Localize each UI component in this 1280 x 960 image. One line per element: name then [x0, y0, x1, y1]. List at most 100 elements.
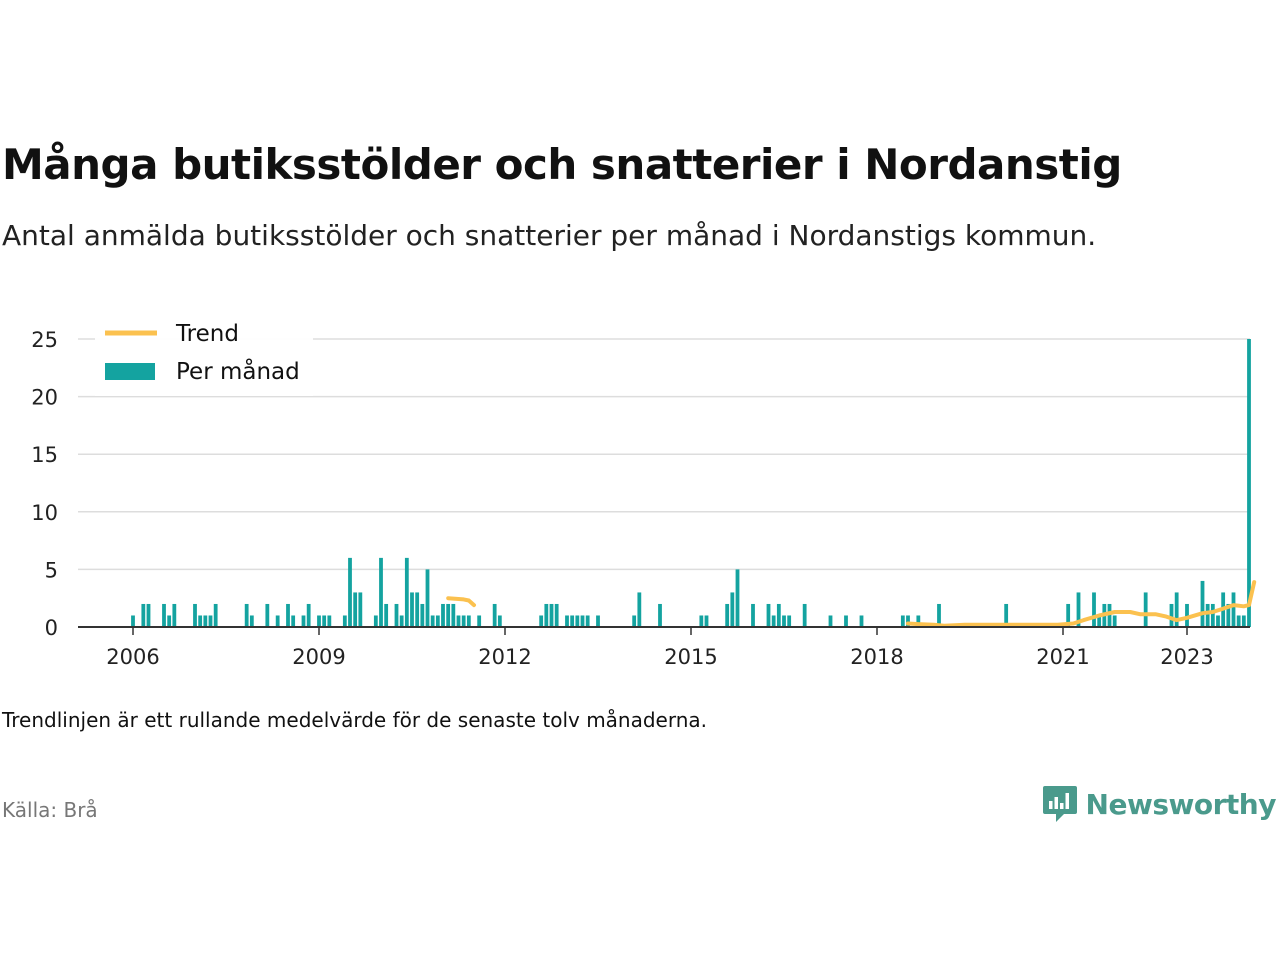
bar [193, 603, 197, 627]
bar [658, 603, 662, 627]
bar [213, 603, 218, 627]
bar [415, 592, 420, 627]
bar [430, 615, 435, 627]
bar [637, 592, 642, 627]
bar [1097, 615, 1102, 627]
bar [1112, 615, 1117, 627]
y-axis: 0 5 10 15 20 25 [31, 328, 58, 640]
bar [399, 615, 404, 627]
bar [906, 615, 910, 627]
bar [497, 615, 502, 627]
bar [379, 557, 383, 627]
bar [735, 569, 740, 627]
bar [265, 603, 270, 627]
x-tick-label: 2009 [292, 645, 345, 669]
bar [492, 603, 497, 627]
y-tick-label: 5 [45, 558, 58, 582]
bar [435, 615, 440, 627]
bar [198, 615, 203, 627]
legend-bar-label: Per månad [176, 357, 300, 385]
bar [327, 615, 332, 627]
bar [244, 603, 249, 627]
bar [410, 592, 414, 627]
bar [844, 615, 848, 627]
bar [580, 615, 585, 627]
bar [342, 615, 347, 627]
bar [699, 615, 704, 627]
bar [466, 615, 471, 627]
chart-subtitle: Antal anmälda butiksstölder och snatteri… [2, 219, 1097, 252]
y-tick-label: 15 [31, 443, 58, 467]
legend-trend-label: Trend [175, 321, 239, 347]
bar [766, 603, 771, 627]
bar [172, 603, 177, 627]
bar [900, 615, 905, 627]
bar [317, 615, 321, 627]
bar [1226, 603, 1231, 627]
bar [1092, 592, 1096, 627]
bar [208, 615, 213, 627]
x-tick-label: 2015 [664, 645, 717, 669]
bar [1241, 615, 1246, 627]
bar [162, 603, 166, 627]
bar [704, 615, 709, 627]
bar [301, 615, 306, 627]
bar [782, 615, 786, 627]
bar [570, 615, 575, 627]
bar [306, 603, 311, 627]
bar [167, 615, 172, 627]
bar [131, 615, 135, 627]
trend-note: Trendlinjen är ett rullande medelvärde f… [2, 708, 708, 732]
bar [1210, 603, 1215, 627]
y-tick-label: 20 [31, 386, 58, 410]
bar [730, 592, 735, 627]
newsworthy-logo-icon [1042, 786, 1077, 822]
newsworthy-brand[interactable]: Newsworthy [1042, 784, 1277, 824]
bars [131, 339, 1251, 627]
chart-title: Många butiksstölder och snatterier i Nor… [2, 140, 1122, 189]
trend-segment [446, 596, 476, 608]
y-tick-label: 0 [45, 616, 58, 640]
bar [275, 615, 280, 627]
bar [420, 603, 425, 627]
bar [1200, 580, 1205, 627]
bar [575, 615, 580, 627]
bar [322, 615, 327, 627]
bar [1143, 592, 1148, 627]
bar [477, 615, 482, 627]
newsworthy-brand-name: Newsworthy [1085, 787, 1277, 821]
bar [565, 615, 569, 627]
bar [146, 603, 151, 627]
bar [1247, 339, 1251, 627]
bar [441, 603, 445, 627]
bar [725, 603, 730, 627]
bar [1066, 603, 1071, 627]
bar [544, 603, 549, 627]
bar [771, 615, 776, 627]
trend-segment [906, 580, 1257, 628]
x-tick-label: 2018 [850, 645, 903, 669]
bar [937, 603, 941, 627]
bar [596, 615, 600, 627]
bar [859, 615, 864, 627]
bar [446, 603, 451, 627]
bar [373, 615, 378, 627]
bar [1216, 615, 1220, 627]
bar [632, 615, 637, 627]
bar [394, 603, 399, 627]
bar [348, 557, 352, 627]
bar [802, 603, 807, 627]
bar [203, 615, 208, 627]
bar [451, 603, 456, 627]
bar [1174, 592, 1179, 627]
bar [286, 603, 290, 627]
bar [461, 615, 466, 627]
bar [249, 615, 254, 627]
bar [585, 615, 590, 627]
bar [1205, 603, 1210, 627]
bar [358, 592, 363, 627]
bar [554, 603, 559, 627]
legend: Trend Per månad [95, 318, 313, 396]
bar [1236, 615, 1241, 627]
